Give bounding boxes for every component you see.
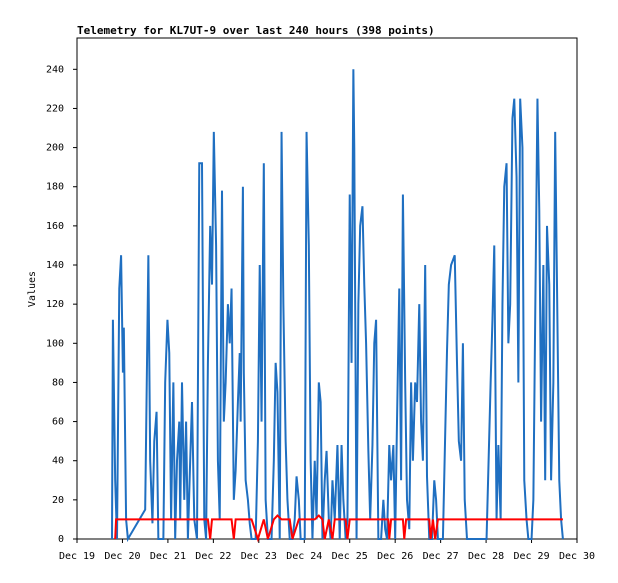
plot-frame	[76, 37, 578, 540]
series-line	[114, 514, 563, 543]
y-tick-label: 240	[46, 64, 64, 75]
chart-title: Telemetry for KL7UT-9 over last 240 hour…	[77, 24, 435, 37]
x-tick-label: Dec 27	[423, 551, 459, 562]
y-tick-label: 220	[46, 103, 64, 114]
x-tick-label: Dec 25	[332, 551, 368, 562]
y-tick-label: 40	[52, 456, 64, 467]
y-tick-label: 200	[46, 143, 64, 154]
x-tick-label: Dec 21	[150, 551, 186, 562]
y-tick-label: 180	[46, 182, 64, 193]
y-tick-label: 60	[52, 417, 64, 428]
y-tick-label: 80	[52, 377, 64, 388]
x-tick-label: Dec 26	[377, 551, 413, 562]
x-tick-label: Dec 24	[286, 551, 322, 562]
y-tick-label: 140	[46, 260, 64, 271]
x-tick-label: Dec 23	[241, 551, 277, 562]
x-tick-label: Dec 29	[513, 551, 549, 562]
y-tick-label: 0	[58, 534, 64, 545]
y-tick-label: 160	[46, 221, 64, 232]
y-tick-label: 100	[46, 338, 64, 349]
y-axis-label: Values	[27, 271, 38, 307]
y-tick-label: 20	[52, 495, 64, 506]
series-line	[111, 69, 564, 543]
y-tick-label: 120	[46, 299, 64, 310]
x-tick-label: Dec 30	[559, 551, 595, 562]
x-tick-label: Dec 20	[104, 551, 140, 562]
x-tick-label: Dec 22	[195, 551, 231, 562]
x-tick-label: Dec 19	[59, 551, 95, 562]
x-tick-label: Dec 28	[468, 551, 504, 562]
